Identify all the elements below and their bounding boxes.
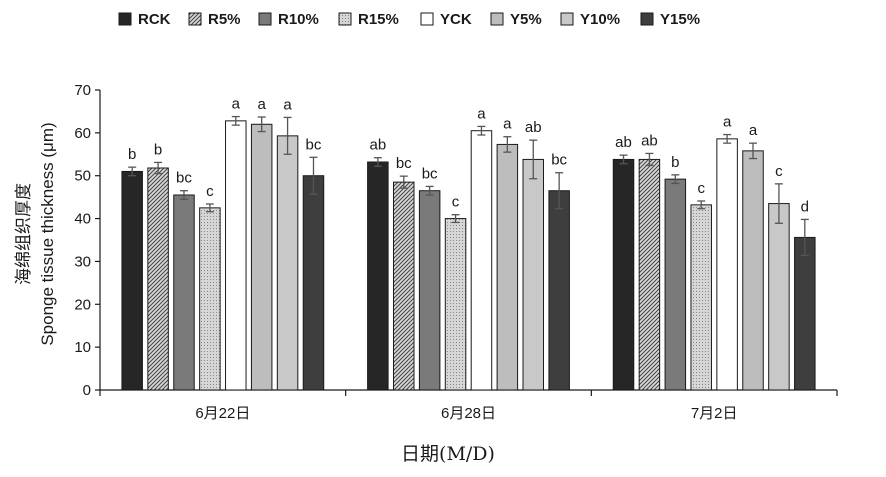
y-tick-label: 50 bbox=[74, 168, 91, 185]
legend-item-R15%: R15% bbox=[338, 11, 399, 28]
significance-label: c bbox=[452, 194, 460, 211]
legend-item-Y10%: Y10% bbox=[560, 11, 620, 28]
bar-R10%-1 bbox=[173, 194, 195, 391]
bar-Y15%-1 bbox=[302, 175, 325, 391]
y-tick-label: 10 bbox=[74, 339, 91, 356]
significance-label: bc bbox=[551, 152, 567, 169]
bar-R10%-2 bbox=[418, 190, 441, 391]
legend-label: Y5% bbox=[510, 11, 542, 28]
y-tick-label: 40 bbox=[74, 211, 91, 228]
x-tick-label: 7月2日 bbox=[691, 405, 738, 422]
bar-Y15%-3 bbox=[794, 236, 816, 391]
significance-label: a bbox=[232, 96, 241, 113]
significance-label: c bbox=[206, 183, 214, 200]
significance-label: bc bbox=[306, 136, 322, 153]
y-axis-label-cn: 海绵组织厚度 bbox=[14, 183, 33, 285]
significance-label: ab bbox=[641, 132, 658, 149]
bar-Y5%-3 bbox=[742, 150, 764, 391]
x-tick-label: 6月28日 bbox=[441, 405, 496, 422]
bar-YCK-2 bbox=[470, 130, 493, 391]
bar-R15%-3 bbox=[690, 204, 712, 391]
x-tick-label: 6月22日 bbox=[195, 405, 250, 422]
axes: 0 10 20 30 40 50 60 70 6月22日 6月28日 7月2日 bbox=[74, 82, 838, 422]
bar-Y15%-2 bbox=[548, 190, 570, 391]
legend-swatch bbox=[420, 12, 434, 26]
bar-Y5%-1 bbox=[250, 123, 273, 391]
bar-R10%-3 bbox=[664, 178, 687, 391]
significance-label: ab bbox=[615, 134, 632, 151]
y-tick-label: 20 bbox=[74, 296, 91, 313]
significance-label: a bbox=[723, 114, 732, 131]
legend-item-YCK: YCK bbox=[420, 11, 472, 28]
legend-item-Y5%: Y5% bbox=[490, 11, 542, 28]
bar-YCK-1 bbox=[225, 120, 247, 391]
y-tick-label: 70 bbox=[74, 82, 91, 99]
bar-YCK-3 bbox=[716, 138, 738, 391]
legend-swatch bbox=[490, 12, 504, 26]
legend-label: R5% bbox=[208, 11, 241, 28]
bar-R15%-2 bbox=[444, 218, 467, 391]
legend-swatch bbox=[258, 12, 272, 26]
axis-labels: 海绵组织厚度 Sponge tissue thickness (μm) 日期(M… bbox=[14, 122, 495, 465]
significance-label: bc bbox=[396, 155, 412, 172]
significance-label: b bbox=[671, 154, 679, 171]
y-tick-label: 60 bbox=[74, 125, 91, 142]
significance-label: bc bbox=[176, 170, 192, 187]
legend-label: R15% bbox=[358, 11, 399, 28]
bar-RCK-2 bbox=[367, 161, 389, 391]
significance-label: a bbox=[503, 116, 512, 133]
y-axis-label-en: Sponge tissue thickness (μm) bbox=[38, 122, 57, 345]
bar-R5%-3 bbox=[638, 158, 661, 391]
bar-RCK-3 bbox=[612, 158, 635, 391]
legend-label: Y15% bbox=[660, 11, 700, 28]
legend-item-R10%: R10% bbox=[258, 11, 319, 28]
x-axis-label: 日期(M/D) bbox=[401, 443, 495, 465]
y-tick-label: 30 bbox=[74, 253, 91, 270]
legend-swatch bbox=[640, 12, 654, 26]
bar-R15%-1 bbox=[199, 207, 221, 391]
bar-Y5%-2 bbox=[496, 143, 519, 391]
legend-item-RCK: RCK bbox=[118, 11, 171, 28]
bar-RCK-1 bbox=[121, 170, 143, 391]
significance-label: ab bbox=[370, 137, 387, 154]
legend-swatch bbox=[118, 12, 132, 26]
significance-label: c bbox=[697, 180, 705, 197]
significance-label: b bbox=[154, 141, 162, 158]
significance-label: a bbox=[477, 105, 486, 122]
legend-label: YCK bbox=[440, 11, 472, 28]
bar-Y10%-3 bbox=[768, 203, 790, 391]
bar-R5%-2 bbox=[393, 181, 415, 391]
legend-label: RCK bbox=[138, 11, 171, 28]
significance-label: a bbox=[283, 96, 292, 113]
legend-swatch bbox=[338, 12, 352, 26]
bar-R5%-1 bbox=[147, 167, 169, 391]
bar-Y10%-1 bbox=[276, 135, 299, 391]
legend-swatch bbox=[560, 12, 574, 26]
significance-label: ab bbox=[525, 119, 542, 136]
significance-label: bc bbox=[422, 165, 438, 182]
legend-item-R5%: R5% bbox=[188, 11, 241, 28]
legend: RCK R5% R10% R15% YCK Y5% Y10% Y15% bbox=[118, 11, 700, 28]
y-tick-label: 0 bbox=[83, 382, 91, 399]
legend-label: R10% bbox=[278, 11, 319, 28]
significance-label: b bbox=[128, 146, 136, 163]
significance-label: d bbox=[801, 198, 809, 215]
significance-label: a bbox=[258, 96, 267, 113]
bar-Y10%-2 bbox=[522, 158, 544, 391]
significance-label: a bbox=[749, 122, 758, 139]
legend-swatch bbox=[188, 12, 202, 26]
significance-label: c bbox=[775, 163, 783, 180]
legend-label: Y10% bbox=[580, 11, 620, 28]
legend-item-Y15%: Y15% bbox=[640, 11, 700, 28]
